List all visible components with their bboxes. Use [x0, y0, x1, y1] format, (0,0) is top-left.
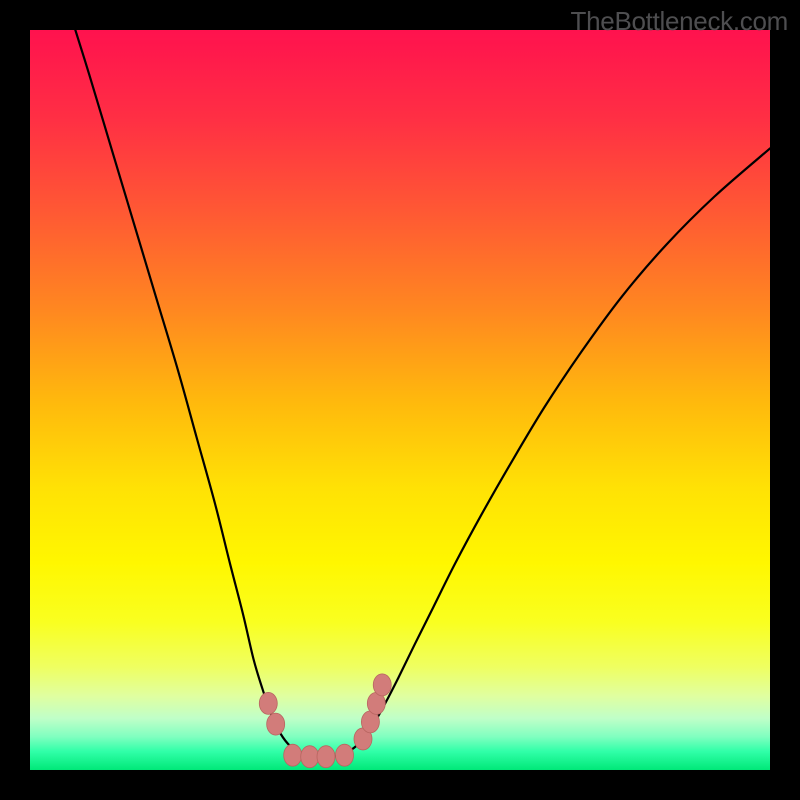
watermark-text: TheBottleneck.com [571, 6, 788, 37]
data-point-marker [301, 746, 319, 768]
data-point-marker [284, 744, 302, 766]
data-point-marker [259, 692, 277, 714]
data-point-marker [317, 746, 335, 768]
data-point-marker [267, 713, 285, 735]
chart-background [30, 30, 770, 770]
data-point-marker [373, 674, 391, 696]
bottleneck-chart [30, 30, 770, 770]
data-point-marker [336, 744, 354, 766]
